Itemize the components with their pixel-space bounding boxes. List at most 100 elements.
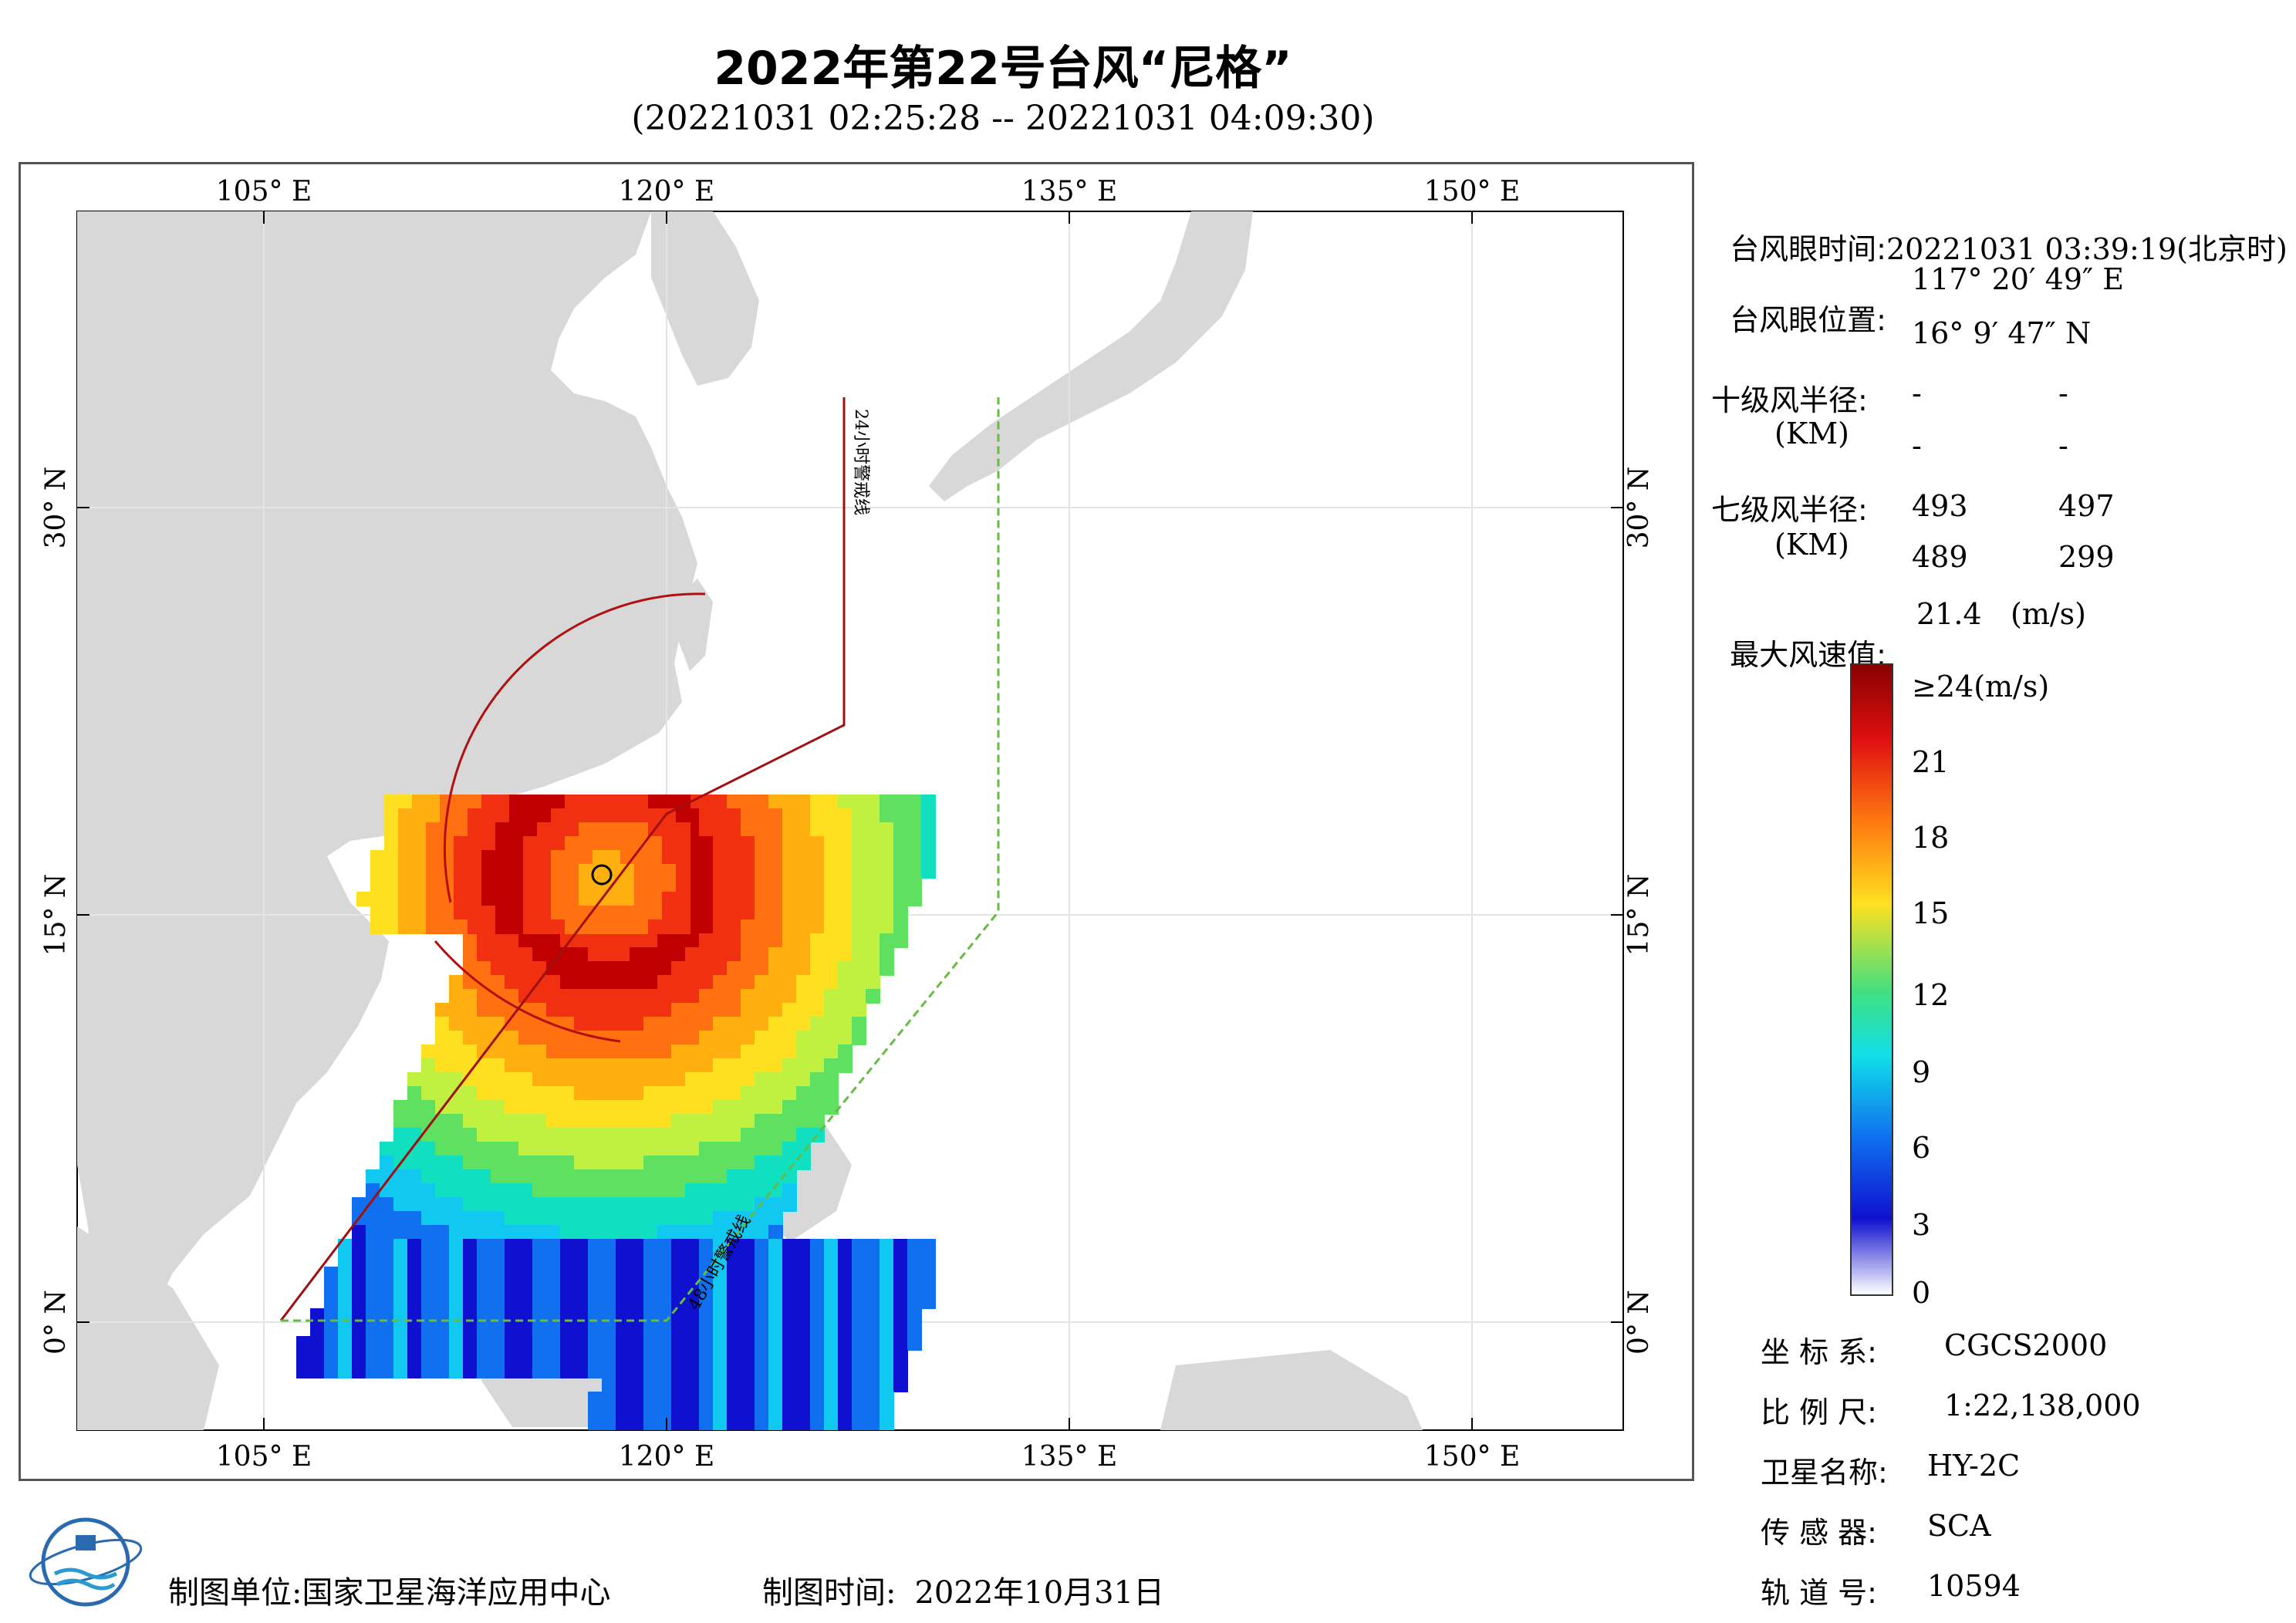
lon-label-top-105: 105° E [216, 176, 312, 208]
wind-cell [838, 1003, 853, 1017]
wind-cell [768, 1156, 783, 1170]
wind-cell [921, 1281, 936, 1295]
wind-cell [810, 808, 825, 823]
wind-cell [810, 1392, 825, 1406]
wind-cell [741, 795, 755, 809]
wind-cell [616, 1211, 630, 1226]
wind-cell [866, 1392, 880, 1406]
wind-cell [616, 989, 630, 1004]
wind-cell [616, 1378, 630, 1392]
wind-cell [574, 1142, 589, 1156]
r7-unit: (KM) [1774, 528, 1849, 562]
wind-cell [435, 1239, 450, 1254]
wind-cell [546, 1350, 561, 1365]
wind-cell [699, 1405, 714, 1420]
wind-cell [560, 1100, 575, 1115]
wind-cell [352, 1336, 366, 1351]
wind-cell [412, 906, 427, 920]
wind-cell [463, 989, 478, 1004]
wind-cell [768, 1378, 783, 1392]
wind-cell [537, 878, 552, 892]
wind-cell [440, 919, 454, 934]
wind-cell [454, 878, 468, 892]
wind-cell [741, 906, 755, 920]
wind-cell [671, 1405, 686, 1420]
wind-cell [824, 947, 839, 962]
wind-cell [477, 961, 491, 976]
wind-cell [824, 808, 839, 823]
wind-cell [546, 1225, 561, 1240]
wind-radius-7-arc [443, 592, 706, 903]
producer-label: 制图单位: [168, 1575, 302, 1611]
wind-cell [602, 1294, 616, 1309]
wind-cell [699, 1100, 714, 1115]
wind-cell [491, 1322, 505, 1337]
wind-cell [477, 1267, 491, 1281]
wind-cell [588, 1308, 603, 1323]
land-new-guinea [1160, 1350, 1423, 1430]
wind-cell [324, 1336, 339, 1351]
wind-cell [505, 1058, 519, 1073]
wind-cell [366, 1281, 380, 1295]
wind-cell [421, 1114, 436, 1129]
wind-cell [491, 947, 505, 962]
wind-cell [768, 892, 783, 906]
wind-cell [796, 1392, 811, 1406]
wind-cell [574, 1364, 589, 1378]
wind-cell [491, 1253, 505, 1267]
wind-cell [685, 1031, 700, 1045]
wind-cell [643, 989, 658, 1004]
wind-cell [824, 1058, 839, 1073]
wind-cell [491, 1169, 505, 1184]
wind-cell [588, 1044, 603, 1059]
wind-cell [662, 906, 677, 920]
wind-cell [741, 836, 755, 851]
wind-cell [588, 1322, 603, 1337]
wind-cell [685, 933, 700, 948]
wind-cell [468, 836, 482, 851]
wind-cell [880, 1336, 894, 1351]
wind-cell [532, 1308, 547, 1323]
wind-cell [713, 1211, 728, 1226]
wind-cell [699, 961, 714, 976]
wind-cell [616, 1072, 630, 1087]
colorbar-label-9: 9 [1912, 1055, 1931, 1089]
wind-cell [393, 1364, 408, 1378]
warning-line-24h-label: 24小时警戒线 [851, 409, 870, 515]
wind-cell [532, 1350, 547, 1365]
wind-cell [393, 1267, 408, 1281]
wind-cell [579, 878, 593, 892]
wind-cell [907, 836, 922, 851]
wind-cell [699, 1044, 714, 1059]
wind-cell [880, 878, 894, 892]
wind-cell [741, 1128, 755, 1142]
wind-cell [727, 1003, 741, 1017]
wind-cell [657, 1392, 672, 1406]
r10-value-se: - [2058, 376, 2068, 410]
wind-cell [880, 892, 894, 906]
wind-cell [741, 878, 755, 892]
wind-cell [866, 1419, 880, 1430]
wind-cell [505, 1100, 519, 1115]
wind-cell [477, 1350, 491, 1365]
wind-cell [727, 1350, 741, 1365]
wind-cell [768, 1405, 783, 1420]
wind-cell [606, 822, 621, 837]
wind-cell [755, 892, 769, 906]
wind-cell [796, 1156, 811, 1170]
wind-cell [616, 947, 630, 962]
wind-cell [463, 1364, 478, 1378]
wind-cell [824, 878, 839, 892]
wind-cell [366, 1253, 380, 1267]
wind-cell [699, 1419, 714, 1430]
wind-cell [699, 1322, 714, 1337]
typhoon-wind-map[interactable]: 24小时警戒线 48小时警戒线 105° E 120° E 135° E 150… [19, 162, 1694, 1481]
wind-cell [393, 1100, 408, 1115]
wind-cell [546, 961, 561, 976]
wind-cell [671, 1086, 686, 1101]
wind-cell [866, 1350, 880, 1365]
wind-cell [676, 795, 690, 809]
wind-cell [518, 1350, 533, 1365]
wind-cell [546, 1294, 561, 1309]
wind-cell [782, 975, 797, 990]
